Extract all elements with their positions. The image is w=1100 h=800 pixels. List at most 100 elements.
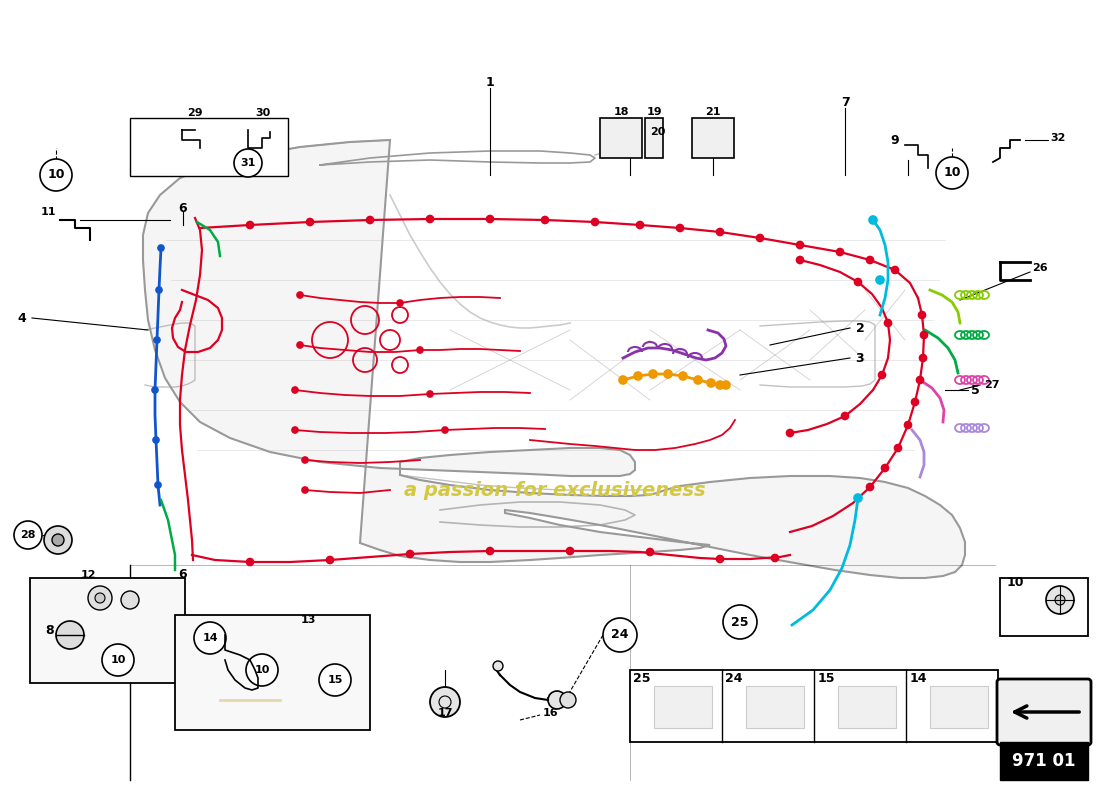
- Circle shape: [560, 692, 576, 708]
- FancyBboxPatch shape: [692, 118, 734, 158]
- Text: a passion for exclusiveness: a passion for exclusiveness: [404, 481, 706, 499]
- Circle shape: [548, 691, 566, 709]
- Text: 971 01: 971 01: [1012, 752, 1076, 770]
- Circle shape: [417, 347, 424, 353]
- Text: 14: 14: [202, 633, 218, 643]
- Circle shape: [292, 427, 298, 433]
- Circle shape: [541, 217, 549, 223]
- Circle shape: [307, 218, 314, 226]
- Text: 5: 5: [970, 383, 979, 397]
- Circle shape: [884, 319, 891, 326]
- Circle shape: [427, 215, 433, 222]
- Circle shape: [707, 379, 715, 387]
- Text: 27: 27: [984, 380, 1000, 390]
- Text: 1: 1: [485, 75, 494, 89]
- Text: 15: 15: [817, 671, 835, 685]
- Text: 28: 28: [20, 530, 35, 540]
- Circle shape: [397, 300, 403, 306]
- Circle shape: [904, 422, 912, 429]
- Circle shape: [679, 372, 688, 380]
- Text: 30: 30: [255, 108, 271, 118]
- Text: 19: 19: [646, 107, 662, 117]
- Circle shape: [14, 521, 42, 549]
- Circle shape: [302, 457, 308, 463]
- Text: 10: 10: [47, 169, 65, 182]
- Text: 32: 32: [1050, 133, 1066, 143]
- Circle shape: [427, 391, 433, 397]
- Circle shape: [842, 413, 848, 419]
- Text: 25: 25: [732, 615, 749, 629]
- Text: 26: 26: [1032, 263, 1048, 273]
- Text: 15: 15: [328, 675, 343, 685]
- FancyBboxPatch shape: [600, 118, 642, 158]
- Circle shape: [786, 430, 793, 437]
- Text: 12: 12: [80, 570, 96, 580]
- Circle shape: [88, 586, 112, 610]
- Text: 18: 18: [614, 107, 629, 117]
- Circle shape: [920, 354, 926, 362]
- Circle shape: [854, 494, 862, 502]
- FancyBboxPatch shape: [175, 615, 370, 730]
- Circle shape: [153, 437, 159, 443]
- Text: 10: 10: [254, 665, 270, 675]
- Circle shape: [647, 549, 653, 555]
- Circle shape: [694, 376, 702, 384]
- Text: 10: 10: [110, 655, 125, 665]
- Circle shape: [246, 222, 253, 229]
- Circle shape: [40, 159, 72, 191]
- Text: 13: 13: [300, 615, 316, 625]
- Circle shape: [649, 370, 657, 378]
- FancyBboxPatch shape: [1000, 742, 1088, 780]
- Text: 16: 16: [542, 708, 558, 718]
- Circle shape: [194, 622, 226, 654]
- Circle shape: [676, 225, 683, 231]
- Text: 2: 2: [856, 322, 865, 334]
- Circle shape: [619, 376, 627, 384]
- FancyBboxPatch shape: [630, 670, 998, 742]
- Text: 10: 10: [944, 166, 960, 179]
- Circle shape: [442, 427, 448, 433]
- Text: 3: 3: [856, 351, 865, 365]
- Circle shape: [234, 149, 262, 177]
- Circle shape: [855, 278, 861, 286]
- FancyBboxPatch shape: [1000, 578, 1088, 636]
- Circle shape: [319, 664, 351, 696]
- Circle shape: [155, 482, 161, 488]
- Text: 24: 24: [725, 671, 742, 685]
- Circle shape: [52, 534, 64, 546]
- Text: 9: 9: [891, 134, 900, 146]
- Circle shape: [493, 661, 503, 671]
- Circle shape: [246, 558, 253, 566]
- Circle shape: [430, 687, 460, 717]
- FancyBboxPatch shape: [930, 686, 988, 728]
- Circle shape: [603, 618, 637, 652]
- Circle shape: [486, 547, 494, 554]
- Circle shape: [891, 266, 899, 274]
- FancyBboxPatch shape: [654, 686, 712, 728]
- Circle shape: [95, 593, 104, 603]
- FancyBboxPatch shape: [30, 578, 185, 683]
- Text: 6: 6: [178, 202, 187, 214]
- Circle shape: [634, 372, 642, 380]
- Circle shape: [879, 371, 886, 378]
- Circle shape: [664, 370, 672, 378]
- Circle shape: [302, 487, 308, 493]
- Circle shape: [121, 591, 139, 609]
- Text: 7: 7: [840, 95, 849, 109]
- Text: 24: 24: [612, 629, 629, 642]
- FancyBboxPatch shape: [130, 118, 288, 176]
- Circle shape: [246, 654, 278, 686]
- Circle shape: [716, 229, 724, 235]
- Circle shape: [102, 644, 134, 676]
- Text: 31: 31: [240, 158, 255, 168]
- Text: 8: 8: [46, 623, 54, 637]
- Circle shape: [297, 342, 302, 348]
- Text: 25: 25: [634, 671, 651, 685]
- Circle shape: [158, 245, 164, 251]
- Circle shape: [918, 311, 925, 318]
- Circle shape: [366, 217, 374, 223]
- Circle shape: [1055, 595, 1065, 605]
- Text: 4: 4: [18, 311, 26, 325]
- FancyBboxPatch shape: [746, 686, 804, 728]
- Circle shape: [757, 234, 763, 242]
